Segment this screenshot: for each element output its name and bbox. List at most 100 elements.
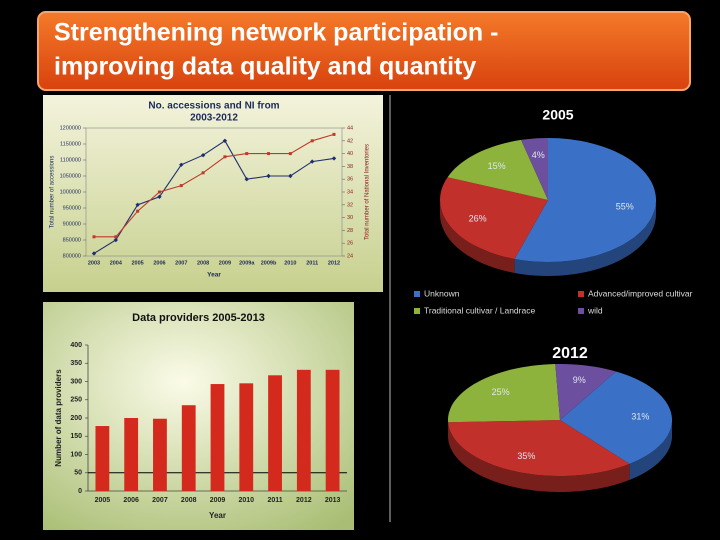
marker — [310, 139, 314, 143]
y-axis-label: Total number of accessions — [50, 156, 56, 229]
marker — [244, 177, 249, 182]
marker — [92, 235, 96, 239]
x-axis-label: Year — [209, 511, 226, 520]
slice-label: 4% — [532, 150, 545, 160]
chart-title: No. accessions and NI from — [148, 101, 279, 112]
x-tick-label: 2012 — [328, 260, 340, 266]
x-tick-label: 2006 — [123, 497, 139, 504]
slice-label: 15% — [488, 161, 506, 171]
legend-label: Unknown — [424, 288, 460, 298]
marker — [331, 156, 337, 161]
title-box — [37, 11, 691, 91]
x-tick-label: 2008 — [197, 260, 209, 266]
y-tick-label: 800000 — [63, 253, 81, 259]
y2-axis-label: Total number of National Inventories — [365, 144, 371, 240]
pie-slice — [521, 138, 548, 200]
slice-label: 25% — [492, 387, 510, 397]
x-tick-label: 2009b — [261, 260, 277, 266]
series-line — [94, 133, 335, 238]
pie-title: 2005 — [542, 107, 573, 123]
marker — [222, 138, 228, 143]
x-tick-label: 2007 — [152, 497, 168, 504]
legend-swatch — [578, 291, 584, 297]
marker — [288, 152, 292, 156]
x-tick-label: 2004 — [110, 260, 123, 266]
legend-swatch — [414, 308, 420, 314]
y-tick-label: 300 — [70, 378, 82, 385]
x-axis-label: Year — [207, 272, 221, 279]
y2-tick-label: 38 — [347, 164, 353, 170]
x-tick-label: 2009 — [219, 260, 231, 266]
y2-tick-label: 30 — [347, 215, 353, 221]
pie-side — [448, 422, 630, 492]
y-tick-label: 250 — [70, 397, 82, 404]
slice-label: 26% — [469, 213, 487, 223]
x-tick-label: 2008 — [181, 497, 197, 504]
bar — [124, 418, 139, 491]
slide-title: Strengthening network participation - — [54, 19, 498, 47]
x-tick-label: 2005 — [132, 260, 144, 266]
y-tick-label: 850000 — [63, 237, 81, 243]
y-tick-label: 100 — [70, 451, 82, 458]
y2-tick-label: 34 — [347, 189, 353, 195]
x-tick-label: 2011 — [267, 497, 282, 504]
x-tick-label: 2007 — [175, 260, 187, 266]
pie-slice — [514, 138, 656, 262]
legend-swatch — [578, 308, 584, 314]
pie-slice — [440, 177, 548, 259]
slice-label: 55% — [616, 201, 634, 211]
slice-label: 31% — [631, 411, 649, 421]
marker — [179, 162, 184, 167]
slice-label: 35% — [517, 451, 535, 461]
pie-side — [440, 200, 515, 273]
bar — [239, 383, 254, 491]
marker — [91, 251, 97, 256]
x-tick-label: 2010 — [284, 260, 296, 266]
marker — [266, 173, 271, 179]
marker — [179, 184, 183, 188]
marker — [157, 194, 162, 199]
pie-side — [629, 420, 672, 480]
y2-tick-label: 40 — [347, 151, 353, 157]
chart-title: Data providers 2005-2013 — [132, 312, 265, 324]
pie-side — [514, 200, 656, 276]
y2-tick-label: 36 — [347, 177, 353, 183]
x-tick-label: 2013 — [325, 497, 341, 504]
x-tick-label: 2009 — [210, 497, 226, 504]
pie-slice — [560, 371, 672, 464]
y-tick-label: 0 — [78, 488, 82, 495]
x-tick-label: 2012 — [296, 497, 312, 504]
x-tick-label: 2009a — [239, 260, 255, 266]
x-tick-label: 2005 — [95, 497, 111, 504]
y-tick-label: 150 — [70, 433, 82, 440]
chart-title: 2003-2012 — [190, 113, 238, 124]
y2-tick-label: 32 — [347, 202, 353, 208]
bar — [210, 384, 225, 491]
marker — [267, 152, 271, 156]
pie-slice — [555, 364, 616, 420]
x-tick-label: 2011 — [306, 260, 318, 266]
bar — [153, 418, 167, 491]
legend-label: wild — [587, 305, 603, 315]
bar — [325, 369, 340, 491]
y-tick-label: 1050000 — [60, 173, 81, 179]
y2-tick-label: 24 — [347, 253, 353, 259]
y-tick-label: 350 — [70, 360, 82, 367]
legend-label: Advanced/improved cultivar — [588, 288, 693, 298]
y2-tick-label: 28 — [347, 228, 353, 234]
y-tick-label: 1100000 — [60, 157, 81, 163]
x-tick-label: 2006 — [153, 260, 165, 266]
marker — [332, 132, 336, 136]
bar — [95, 426, 110, 491]
x-tick-label: 2003 — [88, 260, 100, 266]
pie-slice — [447, 139, 548, 200]
bar — [268, 375, 282, 491]
pie-slice — [448, 420, 630, 476]
bar — [181, 405, 196, 491]
y-tick-label: 50 — [74, 470, 82, 477]
bar — [296, 369, 311, 491]
y2-tick-label: 42 — [347, 138, 353, 144]
pie-title: 2012 — [552, 345, 588, 362]
